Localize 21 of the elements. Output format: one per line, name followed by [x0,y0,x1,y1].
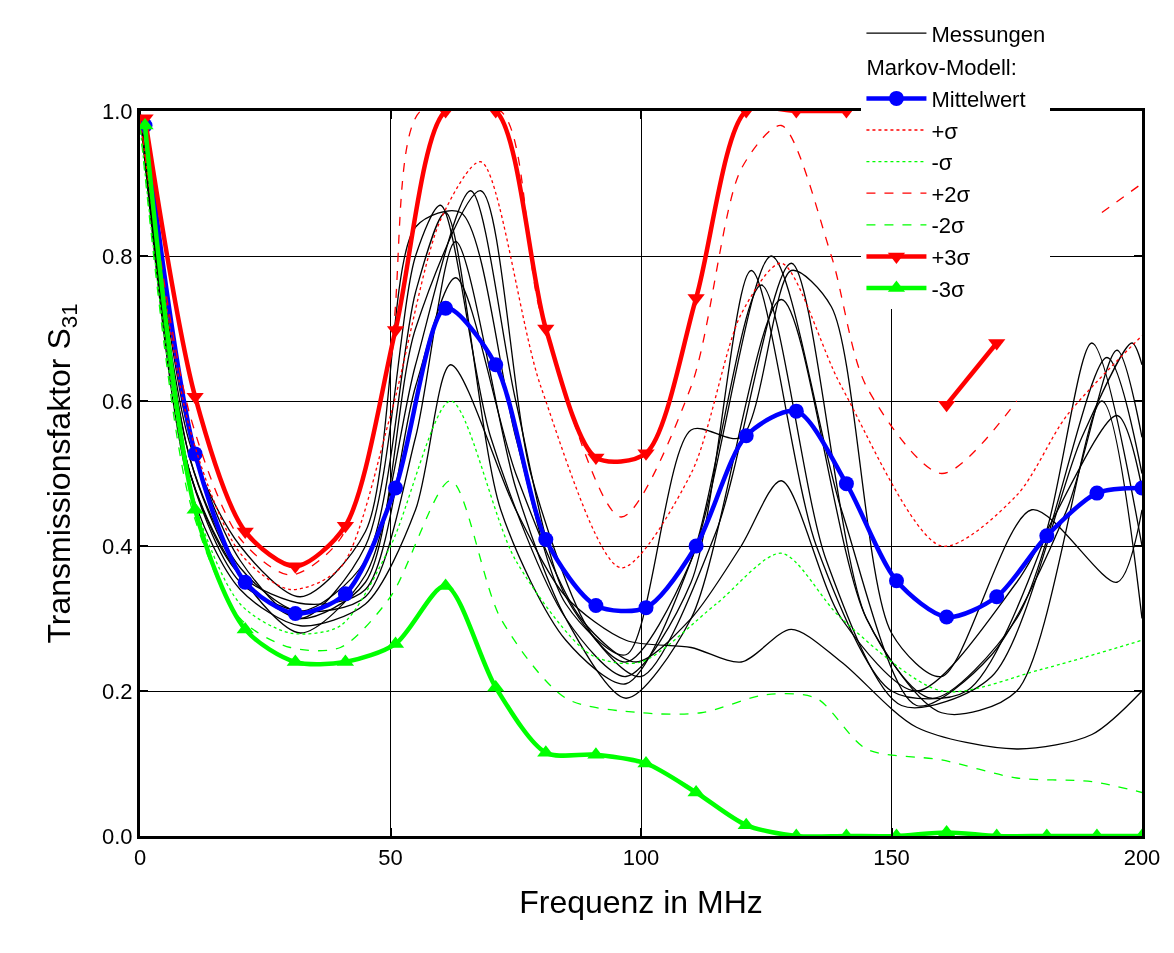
x-tick-label: 200 [1123,845,1161,871]
y-tick-label: 1.0 [102,98,133,124]
x-tick-label: 100 [622,845,660,871]
legend-label: -2σ [931,213,965,239]
legend-label: Messungen [931,21,1046,47]
legend-title: Markov-Modell: [866,55,1017,81]
x-tick-label: 0 [133,845,147,871]
legend-label: +2σ [931,181,971,207]
y-tick-label: 0.0 [102,823,133,849]
y-tick-label: 0.4 [102,533,133,559]
y-tick-label: 0.2 [102,678,133,704]
legend-label: -σ [931,150,953,176]
x-tick-label: 50 [378,845,403,871]
y-tick-label: 0.8 [102,243,133,269]
legend-label: +3σ [931,244,971,270]
legend-label: Mittelwert [931,86,1026,112]
y-tick-label: 0.6 [102,388,133,414]
legend-label: -3σ [931,276,965,302]
x-axis-title: Frequenz in MHz [519,884,763,921]
x-tick-label: 150 [873,845,910,871]
legend-label: +σ [931,118,959,144]
